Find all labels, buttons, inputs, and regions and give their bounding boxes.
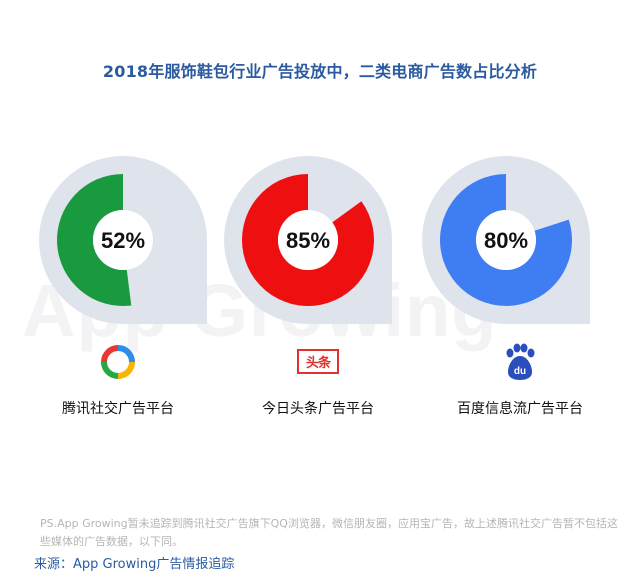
footnote: PS.App Growing暂未追踪到腾讯社交广告旗下QQ浏览器，微信朋友圈，应… — [40, 517, 618, 548]
platform-label-toutiao: 今日头条广告平台 — [262, 401, 374, 417]
donut-center-tencent — [93, 210, 153, 270]
chart-title: 2018年服饰鞋包行业广告投放中，二类电商广告数占比分析 — [102, 62, 538, 81]
platform-label-baidu: 百度信息流广告平台 — [457, 401, 583, 417]
donut-chart-tencent: 52% — [39, 156, 207, 324]
toutiao-logo: 头条 — [297, 349, 339, 374]
baidu-logo-text: du — [514, 366, 526, 377]
donut-value-arc-tencent — [57, 174, 132, 306]
baidu-paw-logo: du — [506, 343, 535, 380]
donut-value-label-tencent: 52% — [101, 228, 145, 253]
donut-chart-toutiao: 85% — [224, 156, 392, 324]
tencent-social-ads-logo — [101, 345, 135, 379]
source-text: 来源：App Growing广告情报追踪 — [34, 557, 235, 572]
donut-value-arc-baidu — [439, 174, 572, 307]
donut-value-arc-toutiao — [242, 174, 375, 306]
donut-center-toutiao — [278, 210, 338, 270]
platform-label-tencent: 腾讯社交广告平台 — [62, 401, 174, 417]
donut-center-baidu — [476, 210, 536, 270]
donut-chart-baidu: 80% — [422, 156, 590, 324]
donut-value-label-toutiao: 85% — [286, 228, 330, 253]
donut-value-label-baidu: 80% — [484, 228, 528, 253]
